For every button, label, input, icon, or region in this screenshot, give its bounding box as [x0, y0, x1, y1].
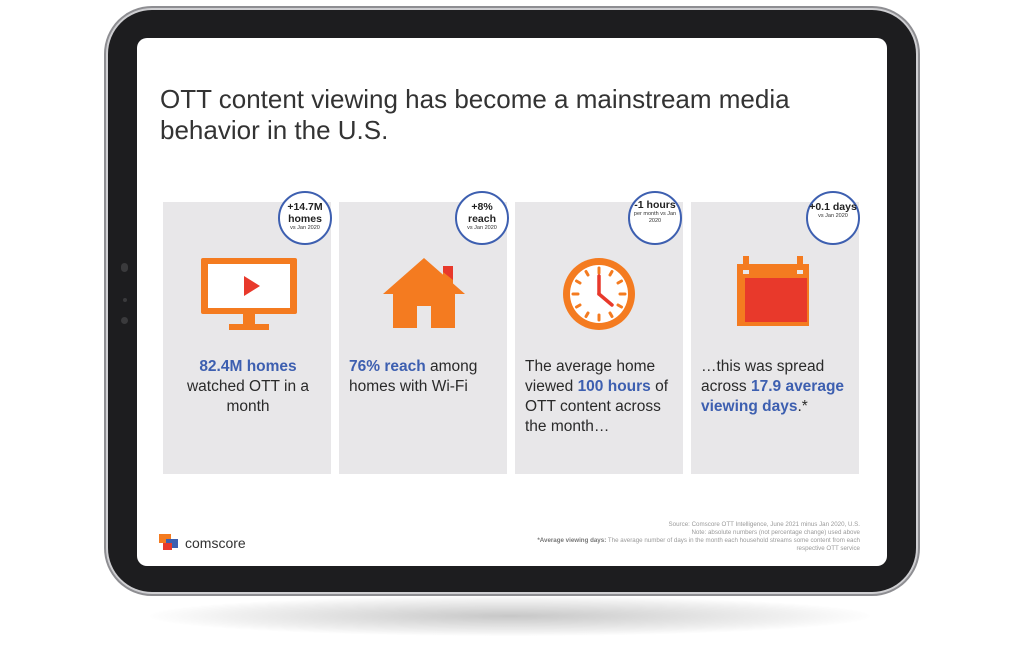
brand-name: comscore — [185, 535, 246, 551]
badge-value: -1 hours — [634, 199, 676, 211]
stat-description: The average home viewed — [525, 358, 656, 395]
stat-highlight: 17.9 average viewing days — [701, 378, 845, 415]
comscore-logo-icon — [159, 534, 178, 550]
card-text: 82.4M homes watched OTT in a month — [173, 357, 323, 417]
badge-note: vs Jan 2020 — [818, 213, 848, 219]
definition-text: The average number of days in the month … — [607, 537, 860, 552]
definition-note: *Average viewing days: The average numbe… — [530, 537, 860, 553]
calendar-icon — [737, 256, 809, 326]
stat-description: watched OTT in a month — [186, 378, 310, 415]
source-note: Note: absolute numbers (not percentage c… — [691, 529, 860, 536]
stat-highlight: 76% reach — [349, 358, 426, 375]
clock-icon — [563, 258, 635, 330]
stat-description: .* — [797, 398, 808, 415]
stat-highlight: 100 hours — [577, 378, 651, 395]
stat-card-homes: 82.4M homes watched OTT in a month — [163, 202, 331, 474]
change-badge-homes: +14.7M homes vs Jan 2020 — [278, 191, 332, 245]
stat-description: among homes with Wi-Fi — [349, 358, 478, 395]
badge-value: +14.7M homes — [287, 201, 323, 225]
stat-card-reach: 76% reach among homes with Wi-Fi — [339, 202, 507, 474]
source-line: Source: Comscore OTT Intelligence, June … — [668, 521, 860, 528]
change-badge-reach: +8% reach vs Jan 2020 — [455, 191, 509, 245]
stat-description: …this was spread across — [701, 358, 825, 395]
badge-value: +0.1 days — [809, 201, 857, 213]
badge-value: +8% reach — [467, 201, 497, 225]
change-badge-days: +0.1 days vs Jan 2020 — [806, 191, 860, 245]
source-notes: Source: Comscore OTT Intelligence, June … — [530, 521, 860, 553]
card-text: 76% reach among homes with Wi-Fi — [349, 357, 499, 397]
card-text: …this was spread across 17.9 average vie… — [701, 357, 851, 417]
card-text: The average home viewed 100 hours of OTT… — [525, 357, 675, 437]
sensor-dot — [121, 317, 128, 324]
sensor-dot — [123, 298, 127, 302]
stat-card-hours: The average home viewed 100 hours of OTT… — [515, 202, 683, 474]
badge-note: vs Jan 2020 — [467, 225, 497, 231]
tablet-shadow — [150, 596, 870, 636]
change-badge-hours: -1 hours per month vs Jan 2020 — [628, 191, 682, 245]
stat-description: of OTT content across the month… — [525, 378, 669, 435]
badge-note: vs Jan 2020 — [290, 225, 320, 231]
tv-play-icon — [201, 258, 297, 330]
slide-title: OTT content viewing has become a mainstr… — [160, 84, 790, 145]
badge-note: per month vs Jan 2020 — [633, 211, 677, 224]
definition-label: *Average viewing days: — [537, 537, 607, 544]
stat-card-days: …this was spread across 17.9 average vie… — [691, 202, 859, 474]
front-camera — [121, 263, 128, 272]
tablet-screen: OTT content viewing has become a mainstr… — [137, 38, 887, 566]
stat-highlight: 82.4M homes — [199, 358, 297, 375]
house-icon — [383, 258, 465, 328]
